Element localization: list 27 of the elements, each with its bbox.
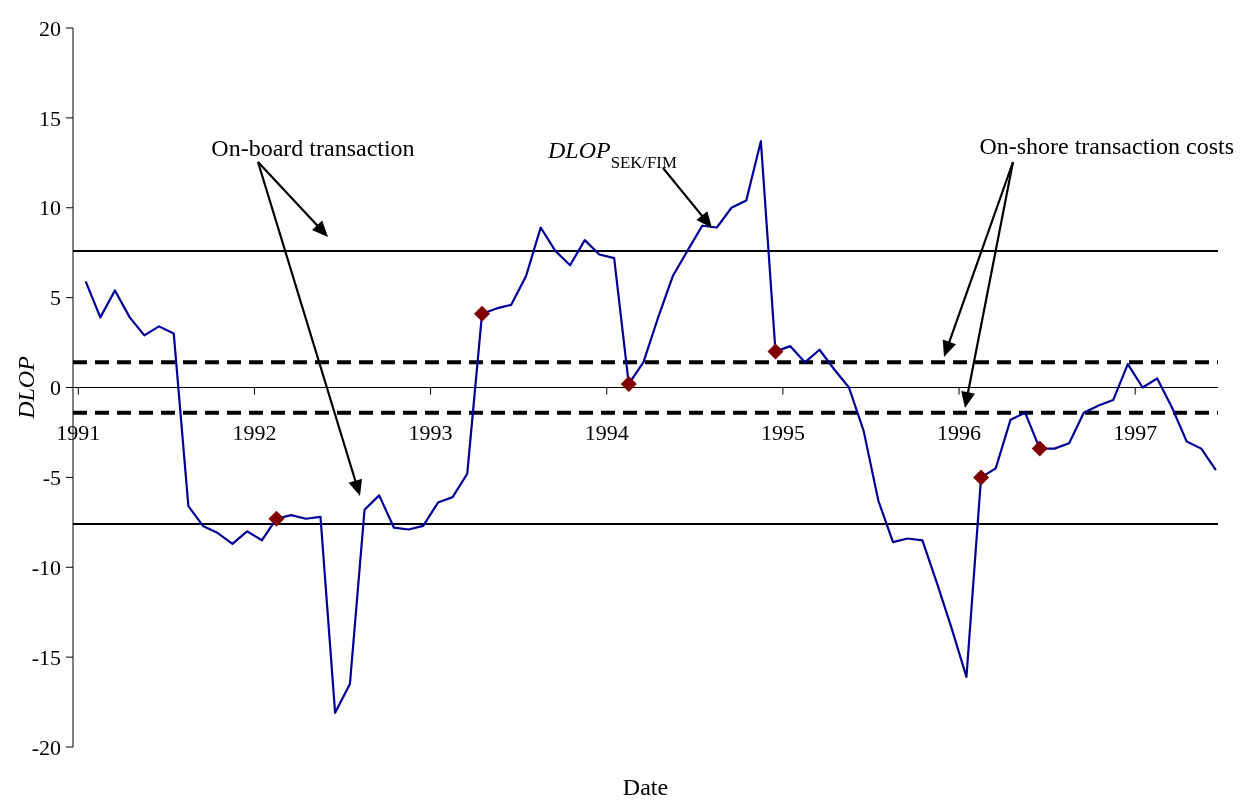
annotation: On-board transaction [211, 135, 415, 161]
x-tick-label: 1992 [232, 419, 277, 445]
point [268, 510, 285, 527]
y-tick-label: 20 [39, 15, 61, 41]
x-tick-label: 1991 [56, 419, 101, 445]
y-tick-label: 10 [39, 195, 61, 221]
y-tick-label: 0 [50, 375, 61, 401]
x-tick-label: 1993 [408, 419, 453, 445]
y-tick-label: -15 [31, 644, 61, 670]
x-tick-label: 1996 [937, 419, 982, 445]
point [973, 469, 990, 486]
annotation: DLOP$_{SEK/FIM}$ [547, 137, 677, 172]
annotation: On-shore transaction costs [979, 133, 1234, 159]
y-tick-label: -10 [31, 554, 61, 580]
x-tick-label: 1997 [1113, 419, 1158, 445]
point [474, 305, 491, 322]
x-axis-title: Date [622, 774, 669, 800]
y-tick-label: -5 [42, 465, 61, 491]
y-tick-label: -20 [31, 734, 61, 760]
point [767, 343, 784, 360]
y-axis-title: DLOP [13, 355, 39, 420]
point [620, 375, 637, 392]
x-tick-label: 1994 [584, 419, 629, 445]
y-tick-label: 15 [39, 105, 61, 131]
point [1031, 440, 1048, 457]
x-tick-label: 1995 [760, 419, 805, 445]
y-tick-label: 5 [50, 285, 61, 311]
